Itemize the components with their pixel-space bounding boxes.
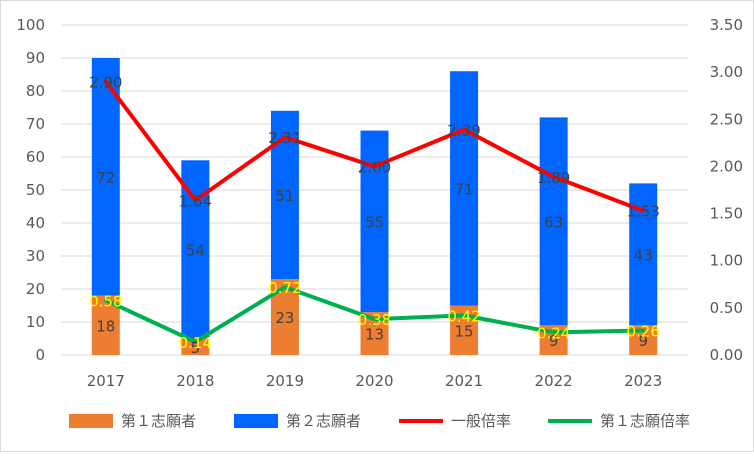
bar-segment	[181, 338, 210, 355]
line-data-label: 1.53	[627, 203, 660, 221]
line-data-label: 0.72	[268, 279, 301, 297]
bars	[91, 58, 658, 355]
line-data-label: 0.26	[627, 322, 660, 340]
y2-tick-label: 3.00	[710, 63, 743, 81]
line-data-label: 2.00	[358, 158, 391, 176]
bar-data-label: 15	[455, 322, 474, 340]
lines	[103, 79, 646, 344]
y-tick-label: 20	[26, 280, 45, 298]
bar-segment	[91, 58, 120, 296]
y2-tick-label: 0.00	[710, 346, 743, 364]
bar-data-label: 13	[365, 326, 384, 344]
series-line	[103, 285, 646, 344]
y2-tick-label: 0.50	[710, 299, 743, 317]
x-tick-label: 2018	[176, 372, 214, 390]
line-data-label: 1.64	[179, 192, 212, 210]
line-data-label: 0.42	[447, 307, 480, 325]
y2-tick-label: 1.00	[710, 252, 743, 270]
line-data-label: 0.14	[179, 334, 212, 352]
y-tick-label: 80	[26, 82, 45, 100]
x-tick-label: 2021	[445, 372, 483, 390]
y2-tick-label: 1.50	[710, 205, 743, 223]
y-tick-label: 0	[35, 346, 45, 364]
bar-data-label: 51	[275, 187, 294, 205]
x-tick-label: 2019	[266, 372, 304, 390]
line-data-label: 1.89	[537, 169, 570, 187]
bar-segment	[450, 71, 479, 306]
bar-data-label: 55	[365, 213, 384, 231]
legend-label: 第１志願者	[121, 412, 196, 430]
legend-swatch	[69, 414, 113, 428]
y-axis-left: 0 10 20 30 40 50 60 70 80 90 100	[16, 16, 45, 364]
x-tick-label: 2022	[535, 372, 573, 390]
y-tick-label: 50	[26, 181, 45, 199]
y-axis-right: 0.00 0.50 1.00 1.50 2.00 2.50 3.00 3.50	[710, 16, 743, 364]
y-tick-label: 30	[26, 247, 45, 265]
bar-data-label: 9	[638, 332, 648, 350]
y-tick-label: 100	[16, 16, 45, 34]
bar-data-label: 54	[186, 241, 205, 259]
x-tick-label: 2020	[355, 372, 393, 390]
bar-data-label: 23	[275, 309, 294, 327]
bar-data-label: 18	[96, 317, 115, 335]
y-tick-label: 70	[26, 115, 45, 133]
legend-label: 一般倍率	[451, 412, 511, 430]
y2-tick-label: 3.50	[710, 16, 743, 34]
bar-data-label: 43	[634, 246, 653, 264]
y2-tick-label: 2.50	[710, 110, 743, 128]
bar-data-label: 5	[191, 339, 201, 357]
line-data-label: 0.58	[89, 292, 122, 310]
line-data-label: 2.90	[89, 74, 122, 92]
series-line	[103, 79, 646, 213]
bar-data-label: 9	[549, 332, 559, 350]
x-tick-label: 2017	[87, 372, 125, 390]
y2-tick-label: 2.00	[710, 157, 743, 175]
data-labels: 18 72 5 54 23 51 13 55 15 71 9 63 9 43 2.90 1.64 2.31 2.0…	[89, 74, 660, 357]
bar-data-label: 72	[96, 169, 115, 187]
legend-label: 第２志願者	[286, 412, 361, 430]
line-data-label: 2.31	[268, 129, 301, 147]
y-tick-label: 10	[26, 313, 45, 331]
x-tick-label: 2023	[624, 372, 662, 390]
line-data-label: 0.38	[358, 311, 391, 329]
x-axis: 2017 2018 2019 2020 2021 2022 2023	[87, 372, 663, 390]
line-data-label: 2.39	[447, 122, 480, 140]
legend-swatch	[234, 414, 278, 428]
y-tick-label: 90	[26, 49, 45, 67]
line-data-label: 0.24	[537, 324, 570, 342]
bar-segment	[539, 117, 568, 326]
legend: 第１志願者 第２志願者 一般倍率 第１志願倍率	[69, 412, 690, 430]
y-tick-label: 60	[26, 148, 45, 166]
bar-data-label: 71	[455, 180, 474, 198]
bar-data-label: 63	[544, 213, 563, 231]
y-tick-label: 40	[26, 214, 45, 232]
legend-label: 第１志願倍率	[600, 412, 690, 430]
